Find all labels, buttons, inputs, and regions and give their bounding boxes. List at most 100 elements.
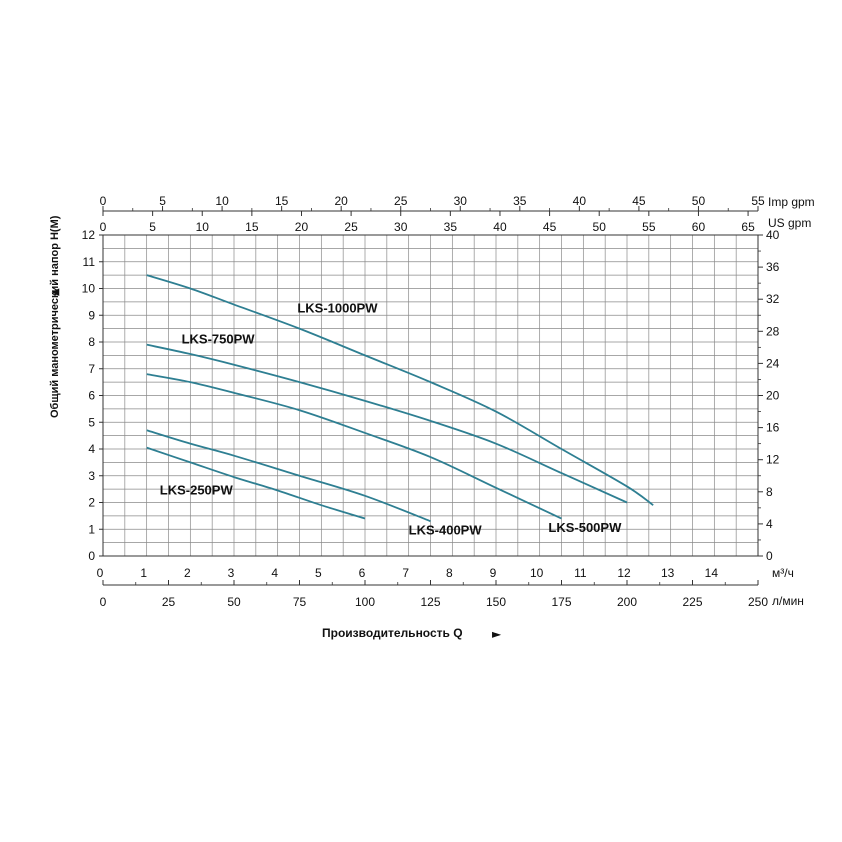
tick-label: 15 xyxy=(245,220,259,234)
x-axis-arrow-icon: ► xyxy=(492,627,502,641)
x-axis-lmin: 0 25 50 75 100 125 150 175 200 225 250 xyxy=(100,580,768,609)
tick-label: 65 xyxy=(741,220,755,234)
grid xyxy=(103,235,758,556)
tick-label: 0 xyxy=(100,220,107,234)
tick-label: 12 xyxy=(617,566,631,580)
tick-label: 8 xyxy=(88,335,95,349)
tick-label: 12 xyxy=(82,228,96,242)
tick-label: 125 xyxy=(420,595,440,609)
tick-label: 50 xyxy=(692,194,706,208)
tick-label: 3 xyxy=(88,469,95,483)
tick-label: 11 xyxy=(83,255,96,269)
tick-label: 0 xyxy=(766,549,773,563)
series-line-lks-500pw xyxy=(146,373,562,520)
tick-label: 35 xyxy=(444,220,458,234)
tick-label: 12 xyxy=(766,453,780,467)
tick-label: 50 xyxy=(227,595,241,609)
tick-label: 5 xyxy=(88,415,95,429)
tick-label: 7 xyxy=(402,566,409,580)
x-axis-title: Производительность Q xyxy=(322,626,463,640)
tick-label: 30 xyxy=(454,194,468,208)
tick-label: 25 xyxy=(344,220,358,234)
series-label-lks-1000pw: LKS-1000PW xyxy=(297,301,378,316)
tick-label: 14 xyxy=(705,566,719,580)
tick-label: 7 xyxy=(88,362,95,376)
tick-label: 0 xyxy=(100,194,107,208)
series-label-lks-500pw: LKS-500PW xyxy=(548,520,622,535)
us-gpm-axis: 0 5 10 15 20 25 30 35 40 45 50 55 60 65 xyxy=(100,211,755,234)
tick-label: 8 xyxy=(446,566,453,580)
tick-label: 20 xyxy=(295,220,309,234)
tick-label: 2 xyxy=(184,566,191,580)
tick-label: 200 xyxy=(617,595,637,609)
lmin-unit: л/мин xyxy=(772,594,804,608)
tick-label: 60 xyxy=(692,220,706,234)
tick-label: 9 xyxy=(88,308,95,322)
x-axis-m3h: 0 1 2 3 4 5 6 7 8 9 10 11 12 13 14 xyxy=(97,566,719,580)
tick-label: 225 xyxy=(682,595,702,609)
series-curves xyxy=(146,274,654,523)
tick-label: 4 xyxy=(88,442,95,456)
tick-label: 45 xyxy=(543,220,557,234)
tick-label: 5 xyxy=(159,194,166,208)
tick-label: 11 xyxy=(574,566,587,580)
y-axis-title-group: Общий манометрический напор H(M) ▲ xyxy=(49,215,61,418)
series-line-lks-250pw xyxy=(146,446,366,520)
series-line-lks-1000pw xyxy=(146,274,654,506)
tick-label: 75 xyxy=(293,595,307,609)
tick-label: 5 xyxy=(149,220,156,234)
tick-label: 1 xyxy=(88,522,95,536)
tick-label: 32 xyxy=(766,292,780,306)
imp-gpm-axis: 0 5 10 15 20 25 30 35 40 45 50 55 xyxy=(100,194,765,211)
tick-label: 35 xyxy=(513,194,527,208)
tick-label: 36 xyxy=(766,260,780,274)
series-label-lks-750pw: LKS-750PW xyxy=(182,331,256,346)
y-axis-right: 0 4 8 12 16 20 24 28 32 36 40 xyxy=(758,228,780,563)
tick-label: 0 xyxy=(97,566,104,580)
tick-label: 40 xyxy=(766,228,780,242)
tick-label: 0 xyxy=(88,549,95,563)
tick-label: 4 xyxy=(766,517,773,531)
tick-label: 28 xyxy=(766,324,780,338)
m3h-unit: м³/ч xyxy=(772,566,794,580)
series-line-lks-750pw xyxy=(146,343,628,504)
tick-label: 16 xyxy=(766,421,780,435)
tick-label: 100 xyxy=(355,595,375,609)
tick-label: 6 xyxy=(359,566,366,580)
tick-label: 2 xyxy=(88,496,95,510)
tick-label: 55 xyxy=(642,220,656,234)
tick-label: 55 xyxy=(751,194,765,208)
series-labels: LKS-250PW LKS-400PW LKS-500PW LKS-750PW LKS-… xyxy=(160,301,622,538)
tick-label: 40 xyxy=(573,194,587,208)
tick-label: 40 xyxy=(493,220,507,234)
tick-label: 13 xyxy=(661,566,675,580)
series-label-lks-250pw: LKS-250PW xyxy=(160,482,234,497)
tick-label: 8 xyxy=(766,485,773,499)
y-axis-arrow-icon: ▲ xyxy=(50,288,61,296)
tick-label: 5 xyxy=(315,566,322,580)
tick-label: 150 xyxy=(486,595,506,609)
tick-label: 6 xyxy=(88,389,95,403)
y-axis-title: Общий манометрический напор H(M) xyxy=(49,215,61,418)
tick-label: 15 xyxy=(275,194,289,208)
tick-label: 10 xyxy=(82,282,96,296)
tick-label: 50 xyxy=(593,220,607,234)
tick-label: 9 xyxy=(490,566,497,580)
tick-label: 4 xyxy=(271,566,278,580)
imp-gpm-unit: Imp gpm xyxy=(768,195,815,209)
tick-label: 30 xyxy=(394,220,408,234)
tick-label: 20 xyxy=(335,194,349,208)
tick-label: 25 xyxy=(394,194,408,208)
tick-label: 10 xyxy=(196,220,210,234)
tick-label: 175 xyxy=(551,595,571,609)
tick-label: 1 xyxy=(140,566,147,580)
tick-label: 0 xyxy=(100,595,107,609)
tick-label: 24 xyxy=(766,356,780,370)
series-label-lks-400pw: LKS-400PW xyxy=(409,523,483,538)
series-line-lks-400pw xyxy=(146,429,431,523)
tick-label: 3 xyxy=(228,566,235,580)
tick-label: 20 xyxy=(766,389,780,403)
tick-label: 25 xyxy=(162,595,176,609)
us-gpm-unit: US gpm xyxy=(768,216,811,230)
